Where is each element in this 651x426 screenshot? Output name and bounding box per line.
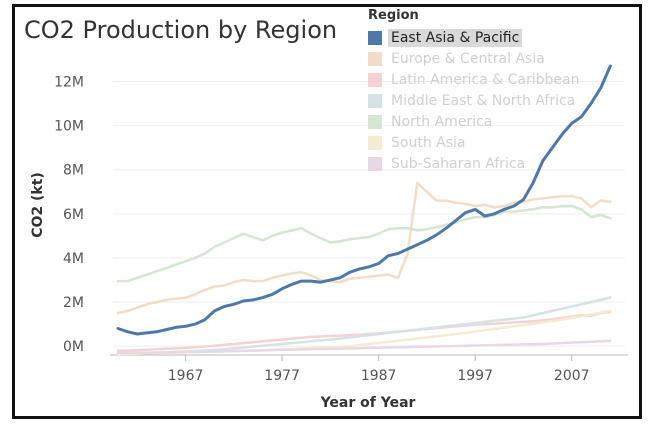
legend-item[interactable]: North America bbox=[366, 111, 495, 132]
y-tick-label: 0M bbox=[63, 339, 84, 355]
x-tick-label: 1987 bbox=[361, 368, 397, 384]
legend-swatch bbox=[368, 30, 382, 45]
legend-label: Latin America & Caribbean bbox=[391, 71, 580, 88]
legend-swatch bbox=[368, 72, 382, 87]
legend-swatch bbox=[368, 135, 382, 150]
legend-swatch bbox=[368, 93, 382, 108]
series-line-latin-america-caribbean bbox=[116, 310, 612, 352]
legend-item[interactable]: East Asia & Pacific bbox=[366, 27, 523, 48]
legend-label: East Asia & Pacific bbox=[388, 28, 523, 47]
legend-item[interactable]: Middle East & North Africa bbox=[366, 90, 578, 111]
x-axis-label: Year of Year bbox=[320, 395, 416, 411]
legend-label: Europe & Central Asia bbox=[391, 50, 545, 67]
y-tick-label: 4M bbox=[63, 251, 84, 267]
legend-swatch bbox=[368, 156, 382, 171]
legend-label: Middle East & North Africa bbox=[391, 92, 576, 109]
y-tick-label: 10M bbox=[54, 119, 84, 135]
y-tick-label: 6M bbox=[63, 207, 84, 223]
legend-title: Region bbox=[368, 8, 419, 23]
legend: Region East Asia & Pacific Europe & Centr… bbox=[366, 8, 580, 172]
y-tick-label: 8M bbox=[63, 163, 84, 179]
legend-swatch bbox=[368, 51, 382, 66]
legend-label: Sub-Saharan Africa bbox=[391, 155, 526, 172]
x-tick-label: 1997 bbox=[457, 368, 493, 384]
series-line-sub-saharan-africa bbox=[116, 339, 612, 355]
legend-label: South Asia bbox=[391, 134, 466, 151]
series-line-east-asia-pacific bbox=[116, 64, 612, 336]
series-line-north-america bbox=[116, 204, 612, 283]
legend-item[interactable]: South Asia bbox=[366, 132, 468, 153]
x-tick-label: 2007 bbox=[554, 368, 590, 384]
legend-label: North America bbox=[391, 113, 493, 130]
y-tick-label: 2M bbox=[63, 295, 84, 311]
y-tick-label: 12M bbox=[54, 74, 84, 90]
y-axis-label: CO2 (kt) bbox=[30, 172, 46, 238]
chart-title: CO2 Production by Region bbox=[24, 16, 338, 44]
legend-swatch bbox=[368, 114, 382, 129]
series-line-europe-central-asia bbox=[116, 181, 612, 315]
legend-item[interactable]: Latin America & Caribbean bbox=[366, 69, 583, 90]
legend-item[interactable]: Sub-Saharan Africa bbox=[366, 153, 528, 174]
x-tick-label: 1967 bbox=[168, 368, 204, 384]
x-tick-label: 1977 bbox=[264, 368, 300, 384]
legend-item[interactable]: Europe & Central Asia bbox=[366, 48, 548, 69]
